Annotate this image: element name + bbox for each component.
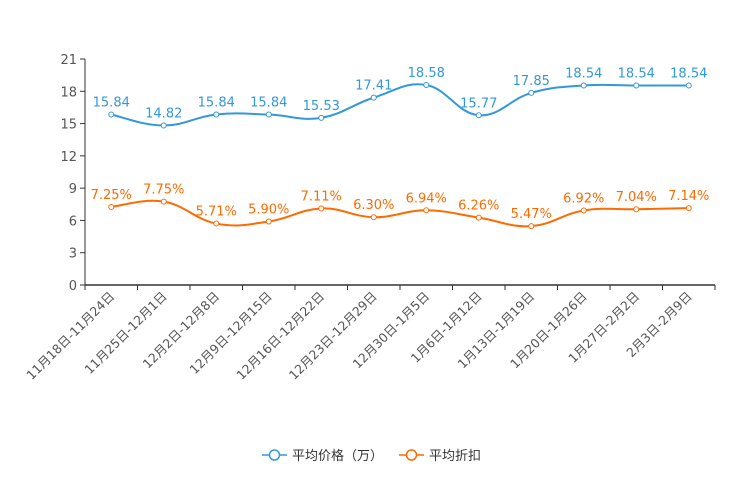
data-point xyxy=(423,207,430,214)
data-point xyxy=(528,223,535,230)
data-label: 5.71% xyxy=(196,205,237,220)
data-label: 5.90% xyxy=(248,203,289,218)
data-point xyxy=(633,206,640,213)
data-point xyxy=(685,82,692,89)
legend-marker-0 xyxy=(268,449,281,461)
data-label: 7.04% xyxy=(616,190,657,205)
data-point xyxy=(213,220,220,227)
data-point xyxy=(108,203,115,210)
data-point xyxy=(580,207,587,214)
series-line-0 xyxy=(111,83,689,127)
y-tick-label: 0 xyxy=(69,279,77,294)
data-point xyxy=(633,82,640,89)
data-label: 15.77 xyxy=(460,96,497,111)
series-line-1 xyxy=(111,199,689,228)
data-label: 15.84 xyxy=(250,96,287,111)
data-label: 17.41 xyxy=(355,79,392,94)
x-tick-label: 12月23日-12月29日 xyxy=(286,289,380,383)
legend-marker-1 xyxy=(405,449,418,461)
data-point xyxy=(580,82,587,89)
data-point xyxy=(370,214,377,221)
y-tick-label: 9 xyxy=(69,182,77,197)
x-tick-label: 12月16日-12月22日 xyxy=(233,289,327,383)
data-label: 18.58 xyxy=(408,66,445,81)
data-point xyxy=(528,89,535,96)
legend-label-0: 平均价格（万） xyxy=(292,448,383,464)
data-point xyxy=(318,205,325,212)
y-tick-label: 12 xyxy=(60,150,77,165)
data-point xyxy=(160,198,167,205)
data-label: 7.25% xyxy=(91,188,132,203)
data-point xyxy=(160,122,167,129)
data-label: 15.53 xyxy=(303,99,340,114)
y-tick-label: 18 xyxy=(60,85,77,100)
data-point xyxy=(265,111,272,118)
y-tick-label: 15 xyxy=(60,118,77,133)
data-label: 7.75% xyxy=(143,183,184,198)
data-label: 7.14% xyxy=(668,189,709,204)
data-label: 18.54 xyxy=(670,66,707,81)
data-point xyxy=(318,114,325,121)
data-point xyxy=(370,94,377,101)
data-point xyxy=(685,205,692,212)
data-label: 17.85 xyxy=(513,74,550,89)
y-tick-label: 21 xyxy=(60,53,77,68)
data-label: 18.54 xyxy=(618,66,655,81)
y-tick-label: 6 xyxy=(69,214,77,229)
x-tick-label: 11月18日-11月24日 xyxy=(23,289,117,383)
data-label: 15.84 xyxy=(198,96,235,111)
y-tick-label: 3 xyxy=(69,247,77,262)
data-label: 5.47% xyxy=(511,207,552,222)
data-point xyxy=(108,111,115,118)
data-label: 7.11% xyxy=(301,189,342,204)
data-label: 14.82 xyxy=(145,107,182,122)
data-label: 6.26% xyxy=(458,199,499,214)
data-label: 6.92% xyxy=(563,192,604,207)
data-label: 15.84 xyxy=(93,96,130,111)
legend-label-1: 平均折扣 xyxy=(429,449,481,464)
data-point xyxy=(475,214,482,221)
data-label: 6.30% xyxy=(353,198,394,213)
data-point xyxy=(265,218,272,225)
data-point xyxy=(423,82,430,89)
data-point xyxy=(213,111,220,118)
data-point xyxy=(475,112,482,119)
data-label: 6.94% xyxy=(406,191,447,206)
data-label: 18.54 xyxy=(565,66,602,81)
